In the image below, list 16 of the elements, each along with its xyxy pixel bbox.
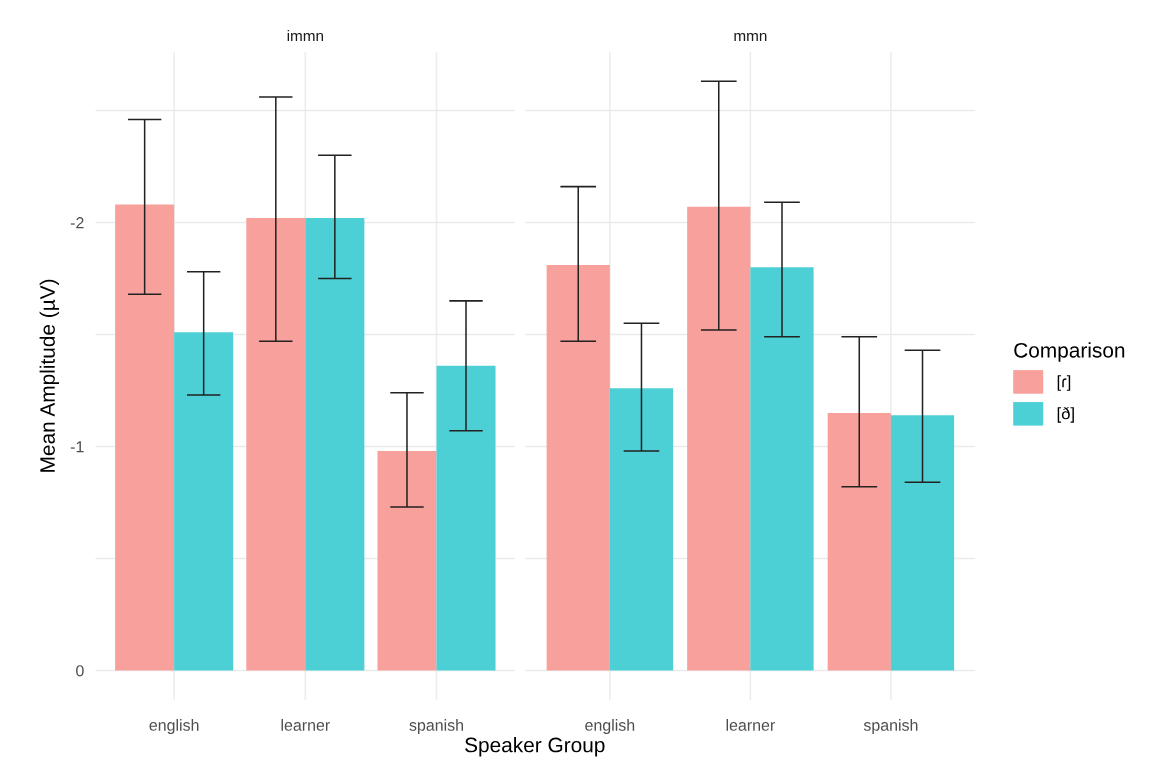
x-tick-label: learner bbox=[726, 719, 775, 731]
chart-title: immn bbox=[287, 30, 324, 42]
x-tick-label: spanish bbox=[863, 719, 918, 734]
legend-label: [ð] bbox=[1057, 406, 1074, 423]
legend-label: [ɾ] bbox=[1057, 375, 1071, 391]
y-tick-label: 0 bbox=[76, 665, 84, 677]
x-tick-label: learner bbox=[281, 719, 330, 731]
x-tick-label: spanish bbox=[409, 719, 463, 734]
legend-title: Comparison bbox=[1014, 342, 1125, 362]
x-tick-label: english bbox=[149, 719, 199, 734]
y-tick-label: -2 bbox=[70, 217, 84, 229]
x-tick-label: english bbox=[585, 719, 635, 734]
y-axis-title: Mean Amplitude (µV) bbox=[39, 279, 60, 472]
chart-title: mmn bbox=[734, 32, 767, 42]
x-axis-title: Speaker Group bbox=[465, 737, 605, 757]
y-tick-label: -1 bbox=[70, 441, 84, 453]
